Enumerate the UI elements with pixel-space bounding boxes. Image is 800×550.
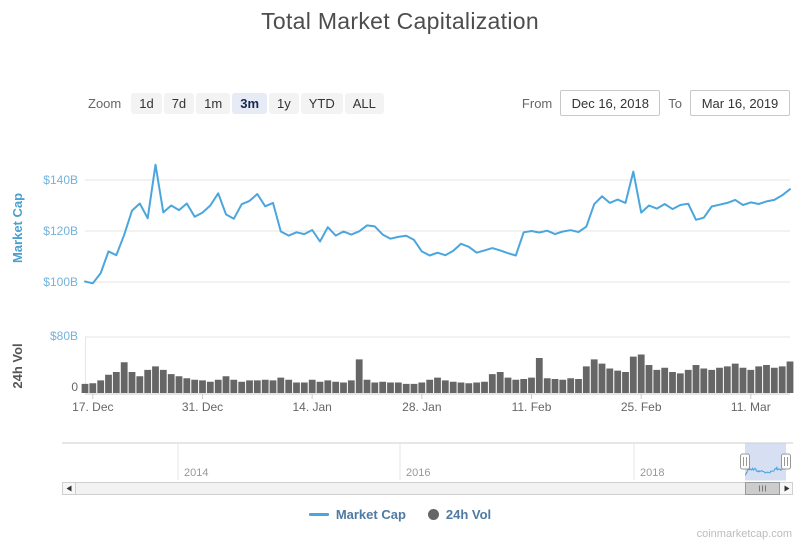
x-axis-label: 11. Mar [731,400,771,414]
to-date-input[interactable] [690,90,790,116]
legend-item-24h-vol[interactable]: 24h Vol [427,507,492,522]
mcap-axis-title: Market Cap [10,193,25,263]
zoom-button-all[interactable]: ALL [344,92,384,114]
navigator-mini-series [744,466,787,476]
x-axis-label: 11. Feb [512,400,552,414]
y-axis-label-vol-zero: 0 [71,380,78,394]
x-axis-label: 28. Jan [402,400,441,414]
scrollbar-track[interactable] [62,482,793,495]
chart-title: Total Market Capitalization [261,8,539,34]
attribution-text: coinmarketcap.com [696,528,792,540]
legend-label: Market Cap [335,507,406,522]
x-axis-label: 31. Dec [182,400,223,414]
y-axis-label-mcap: $120B [43,224,78,238]
navigator-left-handle[interactable] [740,453,750,470]
legend-item-market-cap[interactable]: Market Cap [308,507,406,522]
scrollbar-left-arrow-icon [66,485,72,492]
date-range-controls: From To [522,90,790,116]
zoom-buttons: 1d 7d 1m 3m 1y YTD ALL [129,92,384,114]
x-axis-label: 14. Jan [292,400,331,414]
x-axis-label: 25. Feb [621,400,662,414]
from-date-input[interactable] [560,90,661,116]
zoom-controls: Zoom 1d 7d 1m 3m 1y YTD ALL [88,92,384,114]
from-label: From [521,95,553,111]
zoom-button-1y[interactable]: 1y [269,92,299,114]
zoom-label: Zoom [88,95,122,111]
market-cap-line[interactable] [84,163,791,285]
navigator-year-label: 2018 [640,467,664,479]
navigator-selection[interactable] [745,443,786,481]
y-axis-label-mcap: $140B [43,173,78,187]
zoom-button-ytd[interactable]: YTD [300,92,343,114]
chart-canvas[interactable]: $140B $120B $100B $80B 0 17. Dec 31. Dec 14. Ja… [0,130,800,500]
legend-label: 24h Vol [445,507,492,522]
zoom-button-1d[interactable]: 1d [131,92,162,114]
line-marker-icon [308,513,329,516]
y-axis-label-vol-max: $80B [50,329,78,343]
scrollbar-right-arrow-icon [784,485,790,492]
navigator-year-label: 2016 [406,467,430,479]
volume-series[interactable] [81,354,794,394]
chart-legend: Market Cap 24h Vol [0,507,800,522]
navigator-year-label: 2014 [184,467,208,479]
zoom-button-1m[interactable]: 1m [196,92,231,114]
vol-axis-title: 24h Vol [10,343,25,388]
zoom-button-3m[interactable]: 3m [232,92,268,114]
navigator-right-handle[interactable] [781,453,791,470]
circle-marker-icon [427,509,439,520]
zoom-button-7d[interactable]: 7d [163,92,195,114]
y-axis-label-mcap: $100B [43,275,78,289]
x-axis-label: 17. Dec [72,400,113,414]
to-label: To [668,95,682,111]
